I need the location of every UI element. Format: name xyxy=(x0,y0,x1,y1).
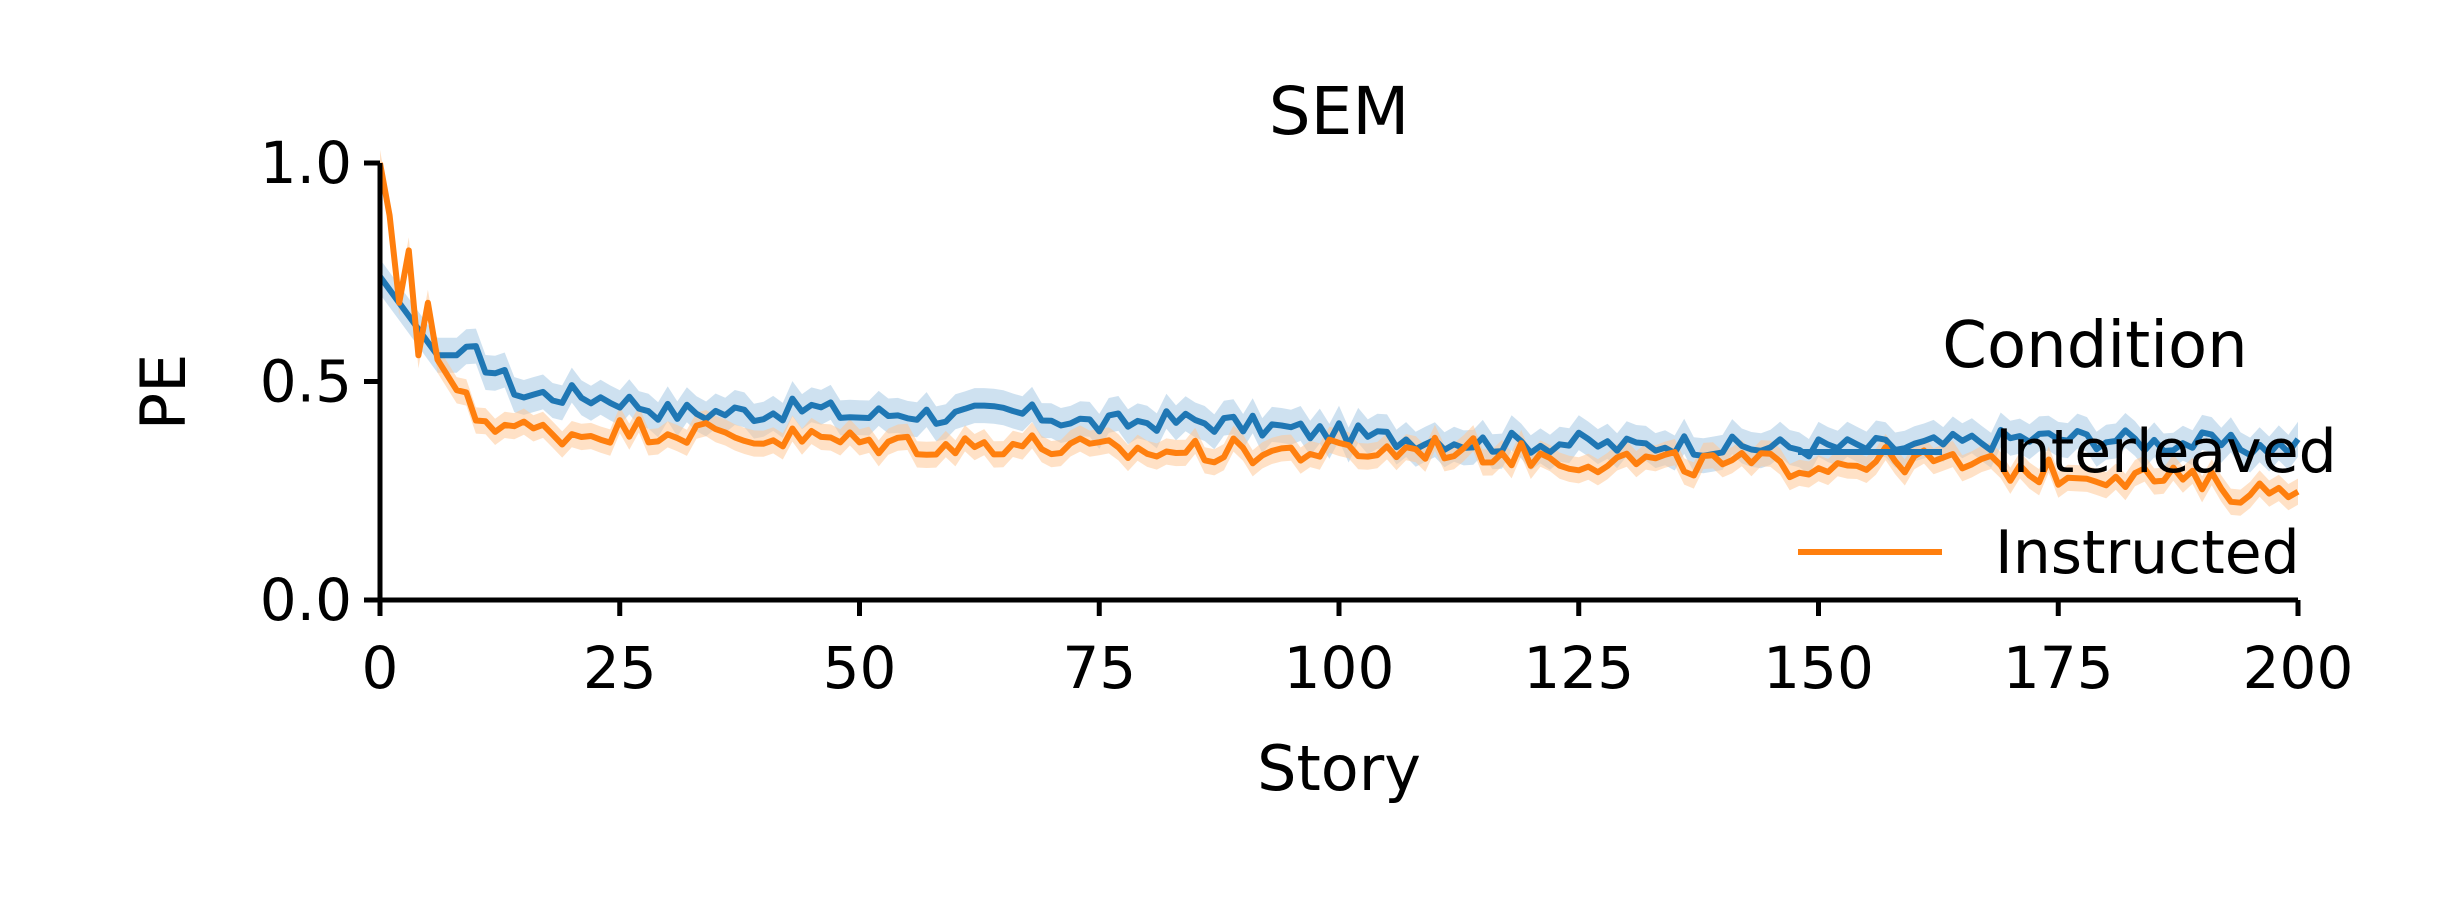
x-tick-label: 75 xyxy=(1062,634,1136,702)
series-line-instructed xyxy=(377,162,2300,506)
y-axis-label: PE xyxy=(127,354,200,431)
axes: 0 25 50 75 100 125 150 175 200 0.0 0.5 1.0 xyxy=(260,129,2354,702)
x-tick-label: 150 xyxy=(1763,634,1874,702)
series-line-interleaved xyxy=(377,274,2301,460)
x-tick-label: 50 xyxy=(823,634,897,702)
x-tick-label: 125 xyxy=(1523,634,1634,702)
legend-label-instructed: Instructed xyxy=(1995,518,2300,588)
plot-area xyxy=(377,149,2301,516)
chart-title: SEM xyxy=(1269,73,1410,150)
series-lines xyxy=(377,162,2301,506)
x-tick-label: 25 xyxy=(583,634,657,702)
x-tick-label: 0 xyxy=(362,634,399,702)
x-tick-label: 200 xyxy=(2243,634,2354,702)
y-tick-label: 0.5 xyxy=(260,348,352,416)
legend: Condition Interleaved Instructed xyxy=(1798,309,2337,588)
y-ticks: 0.0 0.5 1.0 xyxy=(260,129,380,634)
x-tick-label: 175 xyxy=(2003,634,2114,702)
legend-title: Condition xyxy=(1942,309,2247,383)
x-ticks: 0 25 50 75 100 125 150 175 200 xyxy=(362,600,2354,702)
legend-label-interleaved: Interleaved xyxy=(1995,417,2337,487)
x-axis-label: Story xyxy=(1257,732,1421,805)
x-tick-label: 100 xyxy=(1284,634,1395,702)
y-tick-label: 0.0 xyxy=(260,566,352,634)
y-tick-label: 1.0 xyxy=(260,129,352,197)
